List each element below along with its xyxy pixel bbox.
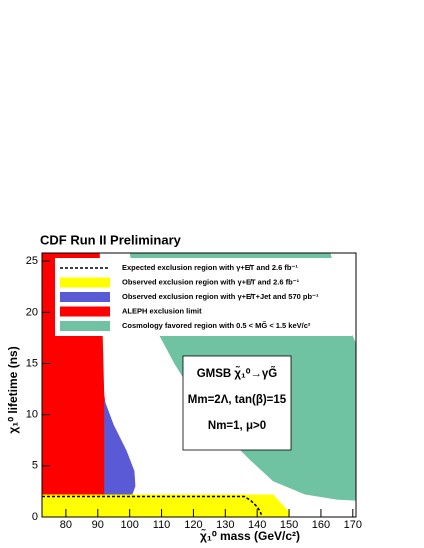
legend-label: Observed exclusion region with γ+E̸T+Jet… — [122, 292, 319, 301]
legend-label: Cosmology favored region with 0.5 < MG̃ … — [122, 321, 311, 330]
legend-swatch — [60, 292, 110, 302]
chart-title: CDF Run II Preliminary — [40, 232, 182, 247]
legend-swatch — [60, 321, 110, 331]
x-tick-label: 80 — [60, 519, 72, 531]
x-tick-label: 170 — [344, 519, 362, 531]
legend-label: Expected exclusion region with γ+E̸T and… — [122, 263, 298, 272]
annotation: Nm=1, μ>0 — [208, 420, 266, 432]
plot-frame — [41, 252, 357, 518]
y-tick-label: 25 — [26, 255, 38, 267]
y-tick-label: 5 — [32, 460, 38, 472]
annotation: GMSB χ̃₁⁰→γG̃ — [197, 367, 278, 380]
legend-label: ALEPH exclusion limit — [122, 306, 202, 315]
y-tick-label: 15 — [26, 357, 38, 369]
x-tick-label: 90 — [92, 519, 104, 531]
x-tick-label: 160 — [312, 519, 330, 531]
x-tick-label: 120 — [184, 519, 202, 531]
y-axis-label: χ₁⁰ lifetime (ns) — [6, 346, 20, 433]
region — [42, 494, 290, 517]
legend-swatch — [60, 277, 110, 288]
y-tick-label: 20 — [26, 306, 38, 318]
region — [104, 399, 136, 517]
x-tick-label: 100 — [120, 519, 138, 531]
expected-contour — [42, 495, 263, 517]
legend-label: Observed exclusion region with γ+E̸T and… — [122, 277, 300, 286]
x-axis-label: χ̃₁⁰ mass (GeV/c²) — [200, 528, 300, 543]
x-tick-label: 110 — [153, 519, 171, 531]
y-tick-label: 10 — [26, 409, 38, 421]
annotation: Mm=2Λ, tan(β)=15 — [188, 394, 287, 406]
x-tick-label: 150 — [280, 519, 298, 531]
legend-swatch — [60, 306, 110, 317]
x-tick-label: 130 — [216, 519, 234, 531]
x-tick-label: 140 — [248, 519, 266, 531]
annotation-box — [182, 355, 292, 451]
y-tick-label: 0 — [32, 511, 38, 523]
